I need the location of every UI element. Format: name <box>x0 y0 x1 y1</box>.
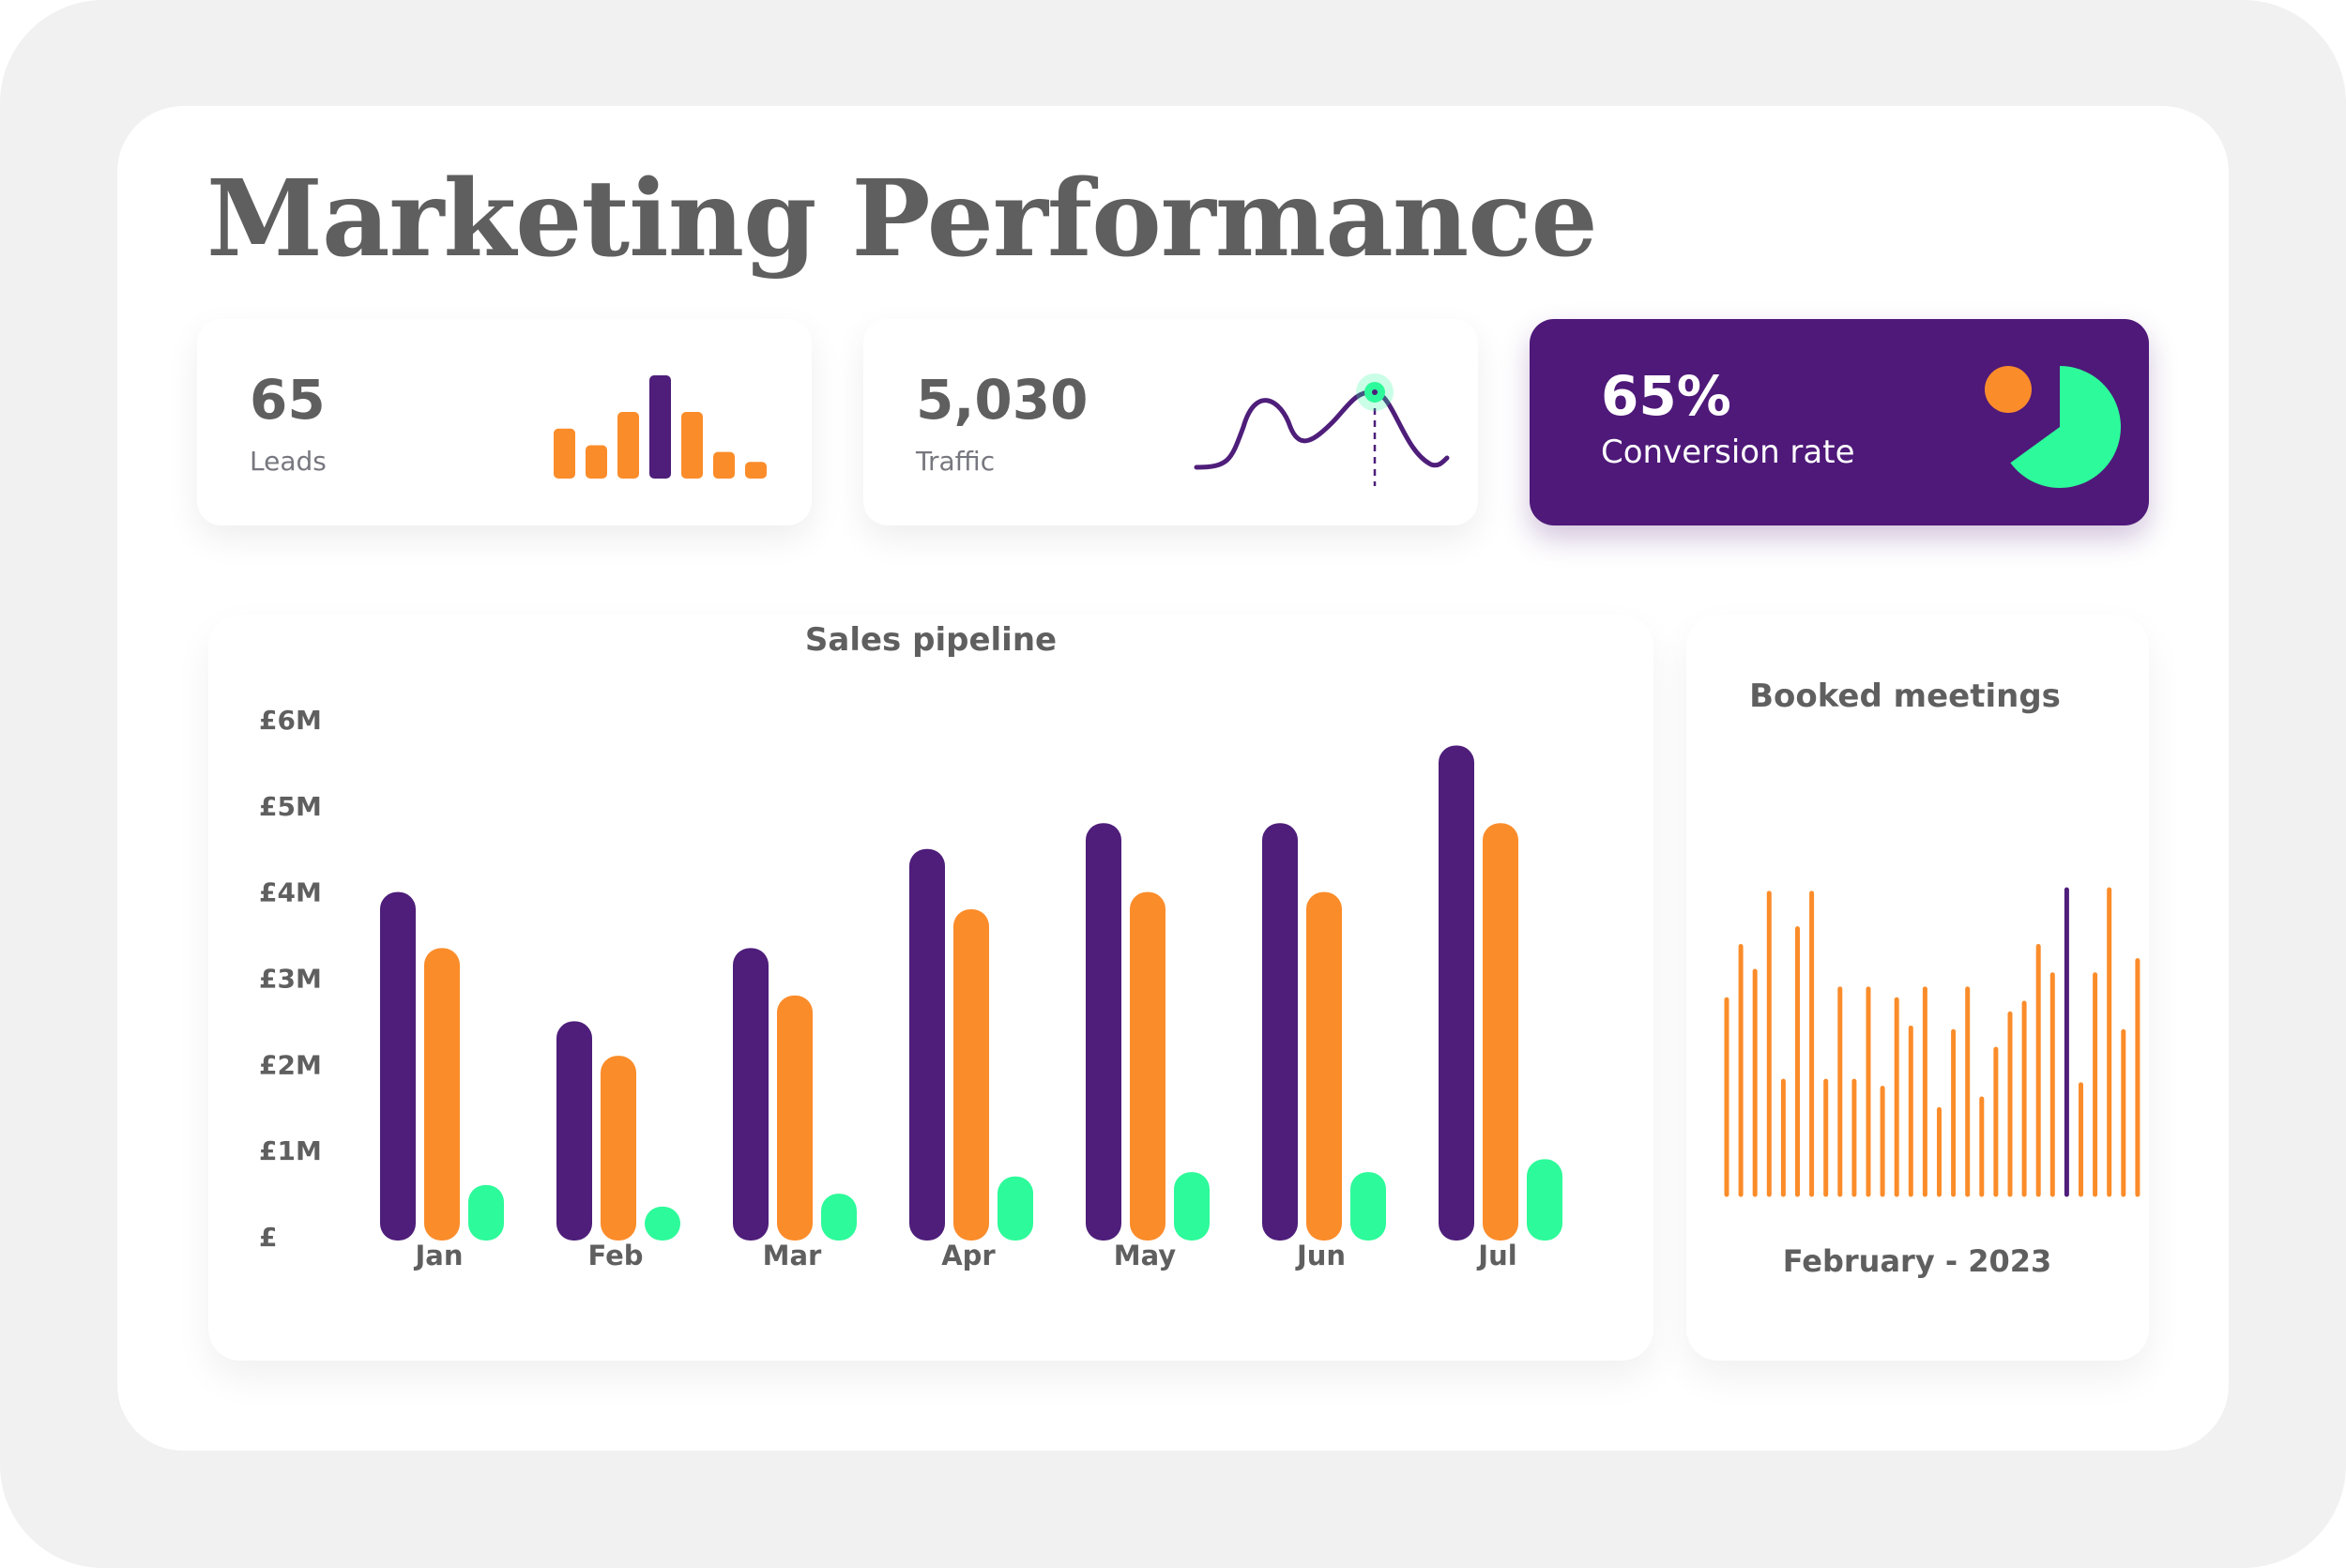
leads-label: Leads <box>250 446 327 477</box>
leads-spark-bar <box>554 428 575 479</box>
y-tick-label: £1M <box>259 1135 322 1166</box>
booked-meetings-card <box>1686 615 2149 1361</box>
leads-card[interactable]: 65 Leads <box>197 319 812 525</box>
bar-green <box>1174 1172 1210 1241</box>
traffic-marker-center <box>1372 389 1378 395</box>
conversion-pie <box>1985 366 2121 488</box>
conversion-card[interactable]: 65% Conversion rate <box>1530 319 2149 525</box>
bar-green <box>998 1176 1033 1241</box>
bar-purple <box>1439 745 1474 1241</box>
traffic-card[interactable]: 5,030 Traffic <box>863 319 1478 525</box>
bar-purple <box>909 848 945 1241</box>
leads-spark-bar <box>649 375 671 479</box>
x-tick-label: Jul <box>1476 1240 1516 1271</box>
bar-green <box>1350 1172 1386 1241</box>
y-tick-label: £3M <box>259 964 322 995</box>
y-tick-label: £4M <box>259 877 322 908</box>
page-title: Marketing Performance <box>206 158 1598 281</box>
traffic-value: 5,030 <box>916 368 1089 432</box>
bar-green <box>1527 1159 1562 1241</box>
y-tick-label: £6M <box>259 705 322 736</box>
leads-spark-bar <box>745 462 767 479</box>
bar-purple <box>1262 823 1298 1241</box>
bar-green <box>821 1194 857 1241</box>
conversion-slice <box>2010 366 2121 488</box>
leads-sparkbars <box>554 375 767 479</box>
y-tick-label: £ <box>259 1222 277 1253</box>
x-tick-label: Jun <box>1295 1240 1346 1271</box>
traffic-label: Traffic <box>916 446 996 477</box>
bar-orange <box>777 995 813 1241</box>
booked-meetings-chart: Booked meetings February - 2023 <box>1724 677 2140 1279</box>
bar-orange <box>1130 891 1165 1241</box>
leads-spark-bar <box>713 451 735 479</box>
bar-green <box>645 1206 680 1241</box>
leads-spark-bar <box>681 412 703 479</box>
leads-value: 65 <box>250 368 326 432</box>
conversion-value: 65% <box>1601 364 1731 428</box>
bar-orange <box>601 1056 636 1241</box>
conversion-dot <box>1985 366 2032 413</box>
bar-purple <box>733 948 769 1241</box>
bar-orange <box>424 948 460 1241</box>
x-tick-label: Apr <box>941 1240 996 1271</box>
bar-purple <box>556 1021 592 1241</box>
x-tick-label: Mar <box>763 1240 822 1271</box>
leads-spark-bar <box>586 445 607 479</box>
leads-spark-bar <box>617 412 639 479</box>
bar-orange <box>953 909 989 1241</box>
bar-orange <box>1483 823 1518 1241</box>
traffic-sparkline <box>1194 373 1450 486</box>
traffic-line <box>1194 389 1450 470</box>
y-tick-label: £5M <box>259 791 322 822</box>
x-tick-label: Jan <box>413 1240 463 1271</box>
booked-meetings-title: Booked meetings <box>1749 677 2061 715</box>
y-tick-label: £2M <box>259 1049 322 1080</box>
bar-green <box>468 1184 504 1241</box>
conversion-label: Conversion rate <box>1601 434 1855 471</box>
sales-pipeline-title: Sales pipeline <box>805 621 1057 659</box>
bar-purple <box>380 891 416 1241</box>
booked-meetings-period: February - 2023 <box>1783 1243 2052 1279</box>
x-tick-label: May <box>1114 1240 1177 1271</box>
sales-pipeline-chart: Sales pipeline £ £1M £2M £3M £4M £5M £6M Jan Feb… <box>259 621 1562 1271</box>
bar-purple <box>1086 823 1121 1241</box>
x-tick-label: Feb <box>587 1240 643 1271</box>
bar-orange <box>1306 891 1342 1241</box>
